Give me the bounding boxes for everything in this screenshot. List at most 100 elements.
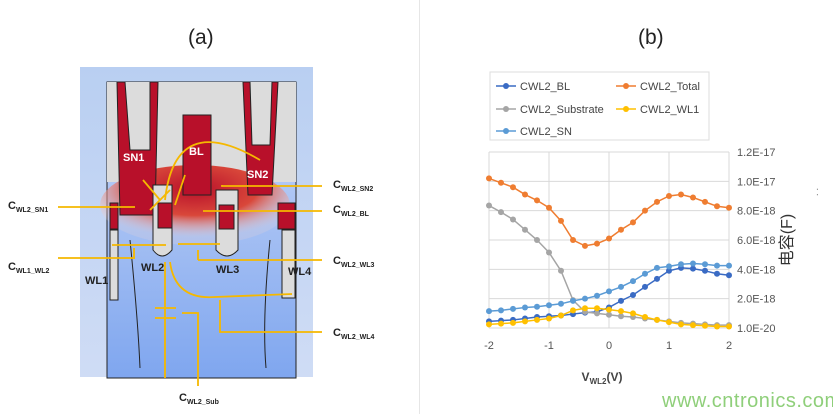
data-point-CWL2_SN xyxy=(606,288,612,295)
data-point-CWL2_Total xyxy=(594,240,600,247)
data-point-CWL2_WL1 xyxy=(534,316,540,323)
data-point-CWL2_SN xyxy=(498,307,504,314)
data-point-CWL2_Total xyxy=(498,179,504,186)
data-point-CWL2_Total xyxy=(618,226,624,233)
x-tick-label: -1 xyxy=(544,340,554,352)
x-tick-label: 1 xyxy=(666,340,672,352)
label-wl1: WL1 xyxy=(85,275,109,287)
legend-marker xyxy=(623,106,629,112)
wl4-gate xyxy=(281,229,296,299)
data-point-CWL2_Total xyxy=(510,184,516,191)
data-point-CWL2_Substrate xyxy=(558,267,564,274)
x-axis-label: VWL2(V) xyxy=(582,370,623,386)
data-point-CWL2_Substrate xyxy=(618,313,624,320)
data-point-CWL2_BL xyxy=(630,292,636,298)
side-block xyxy=(109,202,119,230)
legend-label: CWL2_WL1 xyxy=(640,104,699,116)
data-point-CWL2_Total xyxy=(678,191,684,198)
legend-marker xyxy=(623,83,629,89)
data-point-CWL2_BL xyxy=(654,275,660,282)
data-point-CWL2_Total xyxy=(558,217,564,224)
panel-divider xyxy=(419,0,420,414)
data-point-CWL2_Substrate xyxy=(594,310,600,317)
data-point-CWL2_WL1 xyxy=(642,314,648,320)
data-point-CWL2_Substrate xyxy=(546,249,552,256)
data-point-CWL2_Total xyxy=(666,193,672,199)
legend-marker xyxy=(503,128,509,134)
y-tick-label: 1.0E-17 xyxy=(737,176,776,188)
data-point-CWL2_Total xyxy=(714,203,720,210)
data-point-CWL2_Total xyxy=(690,194,696,201)
panel-b-title: (b) xyxy=(638,26,664,49)
data-point-CWL2_WL1 xyxy=(498,320,504,327)
label-c-wl2-bl: CWL2_BL xyxy=(333,204,369,219)
side-block xyxy=(277,202,296,230)
data-point-CWL2_WL1 xyxy=(630,310,636,317)
data-point-CWL2_SN xyxy=(630,278,636,285)
data-point-CWL2_WL1 xyxy=(510,319,516,326)
data-point-CWL2_SN xyxy=(714,262,720,269)
label-bl: BL xyxy=(189,146,204,158)
data-point-CWL2_Substrate xyxy=(498,209,504,216)
capacitor-connectors xyxy=(58,141,322,386)
legend-marker xyxy=(503,83,509,89)
data-point-CWL2_Total xyxy=(726,204,732,211)
wl3-top xyxy=(218,204,235,230)
data-point-CWL2_SN xyxy=(678,261,684,268)
y-tick-label: 8.0E-18 xyxy=(737,206,776,218)
y-axis-label: 电容(F) xyxy=(778,214,796,266)
data-point-CWL2_WL1 xyxy=(714,323,720,330)
sn2-contact xyxy=(242,81,279,196)
legend-label: CWL2_BL xyxy=(520,81,570,93)
data-point-CWL2_SN xyxy=(534,303,540,310)
data-point-CWL2_WL1 xyxy=(486,321,492,328)
watermark: www.cntronics.com xyxy=(662,390,833,412)
data-point-CWL2_WL1 xyxy=(654,316,660,323)
data-point-CWL2_Total xyxy=(630,219,636,226)
x-tick-label: 2 xyxy=(726,340,732,352)
label-wl4: WL4 xyxy=(288,266,312,278)
data-point-CWL2_Total xyxy=(486,175,492,182)
data-point-CWL2_WL1 xyxy=(594,305,600,312)
wl2-top xyxy=(157,202,173,229)
x-tick-label: -2 xyxy=(484,340,494,352)
data-point-CWL2_Total xyxy=(642,207,648,214)
data-point-CWL2_SN xyxy=(510,305,516,312)
data-point-CWL2_WL1 xyxy=(678,321,684,328)
data-point-CWL2_BL xyxy=(666,267,672,274)
data-point-CWL2_SN xyxy=(726,262,732,269)
data-point-CWL2_BL xyxy=(642,283,648,290)
data-point-CWL2_SN xyxy=(702,261,708,268)
data-point-CWL2_SN xyxy=(690,260,696,267)
data-point-CWL2_SN xyxy=(558,300,564,307)
x-tick-label: 0 xyxy=(606,340,612,352)
data-point-CWL2_WL1 xyxy=(582,305,588,312)
data-point-CWL2_Total xyxy=(582,242,588,249)
legend-box xyxy=(489,71,710,141)
data-point-CWL2_SN xyxy=(486,308,492,315)
label-c-wl2-wl4: CWL2_WL4 xyxy=(333,327,375,342)
data-point-CWL2_BL xyxy=(714,270,720,277)
label-c-wl1-wl2: CWL1_WL2 xyxy=(8,261,50,276)
data-point-CWL2_SN xyxy=(666,263,672,270)
data-point-CWL2_WL1 xyxy=(606,306,612,313)
data-point-CWL2_SN xyxy=(642,270,648,277)
data-point-CWL2_WL1 xyxy=(618,308,624,315)
y-tick-label: 6.0E-18 xyxy=(737,235,776,247)
y-tick-label: 4.0E-18 xyxy=(737,264,776,276)
data-point-CWL2_WL1 xyxy=(546,315,552,322)
label-c-wl2-sn2: CWL2_SN2 xyxy=(333,179,374,194)
data-point-CWL2_SN xyxy=(654,264,660,271)
legend-marker xyxy=(503,106,509,112)
capacitance-chart: CWL2_BL CWL2_Total CWL2_Substrate CWL2_WL1 C… xyxy=(484,71,821,386)
data-point-CWL2_Total xyxy=(654,198,660,205)
data-point-CWL2_Total xyxy=(702,198,708,205)
data-point-CWL2_WL1 xyxy=(522,318,528,325)
data-point-CWL2_Substrate xyxy=(486,202,492,209)
y-tick-label: 1.0E-20 xyxy=(737,323,776,335)
data-point-CWL2_Total xyxy=(534,197,540,204)
data-point-CWL2_BL xyxy=(726,272,732,279)
data-point-CWL2_Substrate xyxy=(522,226,528,233)
label-c-wl2-sn1: CWL2_SN1 xyxy=(8,200,49,215)
